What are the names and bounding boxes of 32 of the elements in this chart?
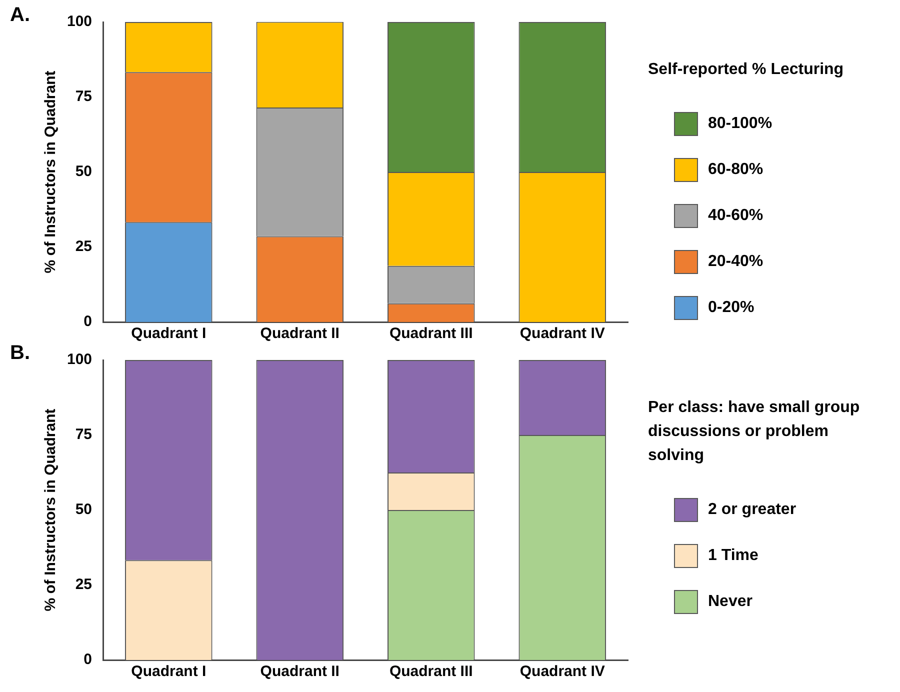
y-tick-label: 25: [75, 238, 92, 256]
y-tick-label: 0: [84, 651, 92, 668]
y-tick-label: 50: [75, 163, 92, 180]
legend-title: Self-reported % Lecturing: [648, 60, 845, 80]
x-tick-label: Quadrant III: [389, 663, 473, 680]
legend-label: 80-100%: [708, 115, 772, 133]
y-tick-label: 100: [66, 13, 92, 30]
y-tick-label: 0: [84, 313, 92, 330]
x-tick-label: Quadrant IV: [520, 663, 605, 680]
legend-label: 20-40%: [708, 253, 764, 271]
y-tick-label: 25: [75, 576, 92, 594]
y-tick-label: 100: [66, 351, 92, 368]
x-tick-label: Quadrant III: [389, 325, 473, 342]
y-tick-label: 50: [75, 501, 92, 518]
legend-label: 60-80%: [708, 161, 764, 179]
x-tick-label: Quadrant II: [260, 663, 340, 680]
y-axis-title: % of Instructors in Quadrant: [42, 408, 60, 612]
x-tick-label: Quadrant I: [131, 325, 206, 342]
text: B.: [10, 342, 30, 365]
x-tick-label: Quadrant I: [131, 663, 206, 680]
y-axis-title: % of Instructors in Quadrant: [42, 70, 60, 274]
legend-label: Never: [708, 593, 752, 611]
x-tick-label: Quadrant II: [260, 325, 340, 342]
x-tick-label: Quadrant IV: [520, 325, 605, 342]
legend-label: 0-20%: [708, 299, 754, 317]
y-tick-label: 75: [75, 426, 92, 444]
legend-label: 1 Time: [708, 547, 758, 565]
y-tick-label: 75: [75, 88, 92, 106]
legend-title: Per class: have small group discussions or problem solving: [648, 398, 861, 466]
legend-label: 40-60%: [708, 207, 764, 225]
text: A.: [10, 4, 30, 27]
legend-label: 2 or greater: [708, 501, 796, 519]
